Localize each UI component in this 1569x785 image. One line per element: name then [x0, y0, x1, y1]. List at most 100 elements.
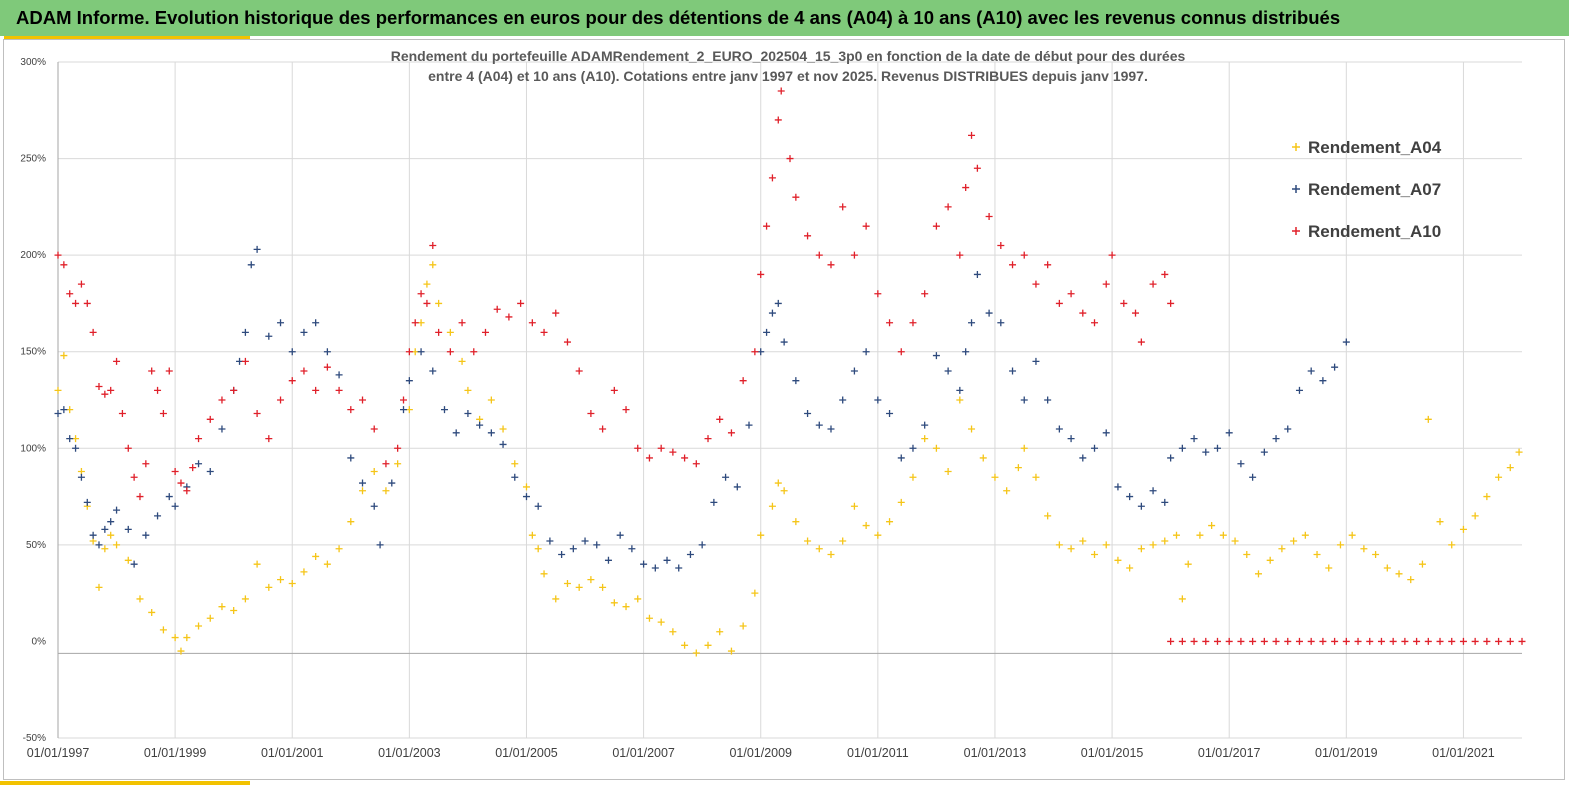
data-point: [909, 444, 917, 452]
data-point: [610, 386, 618, 394]
data-point: [118, 410, 126, 418]
data-point: [839, 396, 847, 404]
data-point: [394, 444, 402, 452]
data-point: [1424, 415, 1432, 423]
data-point: [1307, 367, 1315, 375]
data-point: [101, 390, 109, 398]
data-point: [435, 299, 443, 307]
data-point: [645, 454, 653, 462]
data-point: [142, 460, 150, 468]
data-point: [1383, 564, 1391, 572]
data-point: [780, 338, 788, 346]
data-point: [265, 332, 273, 340]
data-point: [1161, 498, 1169, 506]
data-point: [1366, 637, 1374, 645]
data-point: [921, 435, 929, 443]
banner-title: ADAM Informe. Evolution historique des p…: [16, 7, 1341, 28]
data-point: [423, 299, 431, 307]
data-point: [136, 493, 144, 501]
data-point: [827, 551, 835, 559]
data-point: [1413, 637, 1421, 645]
data-point: [1190, 435, 1198, 443]
data-point: [388, 479, 396, 487]
data-point: [1506, 464, 1514, 472]
x-tick-label: 01/01/2005: [495, 746, 558, 760]
data-point: [1237, 460, 1245, 468]
data-point: [956, 396, 964, 404]
data-point: [183, 634, 191, 642]
data-point: [1137, 545, 1145, 553]
data-point: [827, 261, 835, 269]
data-point: [739, 377, 747, 385]
x-tick-label: 01/01/2013: [964, 746, 1027, 760]
data-point: [534, 502, 542, 510]
data-point: [288, 348, 296, 356]
data-point: [1114, 556, 1122, 564]
axes: -50% 0% 50% 100% 150% 200% 250% 300% 01/01/1997 0…: [20, 57, 1522, 760]
y-tick-label: 150%: [20, 347, 46, 358]
data-point: [1459, 637, 1467, 645]
data-point: [1448, 637, 1456, 645]
data-point: [446, 348, 454, 356]
data-point: [277, 319, 285, 327]
data-point: [370, 502, 378, 510]
data-point: [1067, 290, 1075, 298]
data-point: [1202, 637, 1210, 645]
data-point: [774, 299, 782, 307]
data-point: [107, 386, 115, 394]
data-point: [528, 531, 536, 539]
data-point: [165, 493, 173, 501]
data-point: [1436, 637, 1444, 645]
data-point: [487, 396, 495, 404]
data-point: [968, 131, 976, 139]
data-point: [1295, 637, 1303, 645]
data-point: [288, 579, 296, 587]
data-point: [1495, 473, 1503, 481]
data-point: [1161, 270, 1169, 278]
data-point: [686, 551, 694, 559]
data-point: [944, 203, 952, 211]
data-point: [528, 319, 536, 327]
data-point: [1342, 637, 1350, 645]
x-tick-label: 01/01/1997: [27, 746, 90, 760]
x-tick-label: 01/01/2017: [1198, 746, 1261, 760]
data-point: [400, 406, 408, 414]
data-point: [692, 460, 700, 468]
data-point: [727, 647, 735, 655]
data-point: [610, 599, 618, 607]
data-point: [1231, 537, 1239, 545]
data-point: [1126, 493, 1134, 501]
data-point: [1515, 448, 1523, 456]
data-point: [505, 313, 513, 321]
x-tick-label: 01/01/2003: [378, 746, 441, 760]
data-point: [470, 348, 478, 356]
data-point: [464, 410, 472, 418]
data-point: [1266, 556, 1274, 564]
data-point: [458, 357, 466, 365]
data-point: [886, 518, 894, 526]
data-point: [1108, 251, 1116, 259]
data-point: [101, 545, 109, 553]
data-point: [493, 305, 501, 313]
data-point: [886, 319, 894, 327]
data-point: [107, 518, 115, 526]
data-points: [54, 87, 1526, 657]
data-point: [1167, 637, 1175, 645]
data-point: [89, 531, 97, 539]
data-point: [1260, 637, 1268, 645]
data-point: [1424, 637, 1432, 645]
data-point: [932, 444, 940, 452]
data-point: [1178, 637, 1186, 645]
data-point: [1114, 483, 1122, 491]
data-point: [77, 280, 85, 288]
data-point: [1079, 309, 1087, 317]
data-point: [195, 622, 203, 630]
data-point: [60, 406, 68, 414]
data-point: [1003, 487, 1011, 495]
data-point: [1354, 637, 1362, 645]
data-point: [66, 290, 74, 298]
data-point: [1237, 637, 1245, 645]
data-point: [622, 603, 630, 611]
data-point: [768, 502, 776, 510]
data-point: [604, 556, 612, 564]
